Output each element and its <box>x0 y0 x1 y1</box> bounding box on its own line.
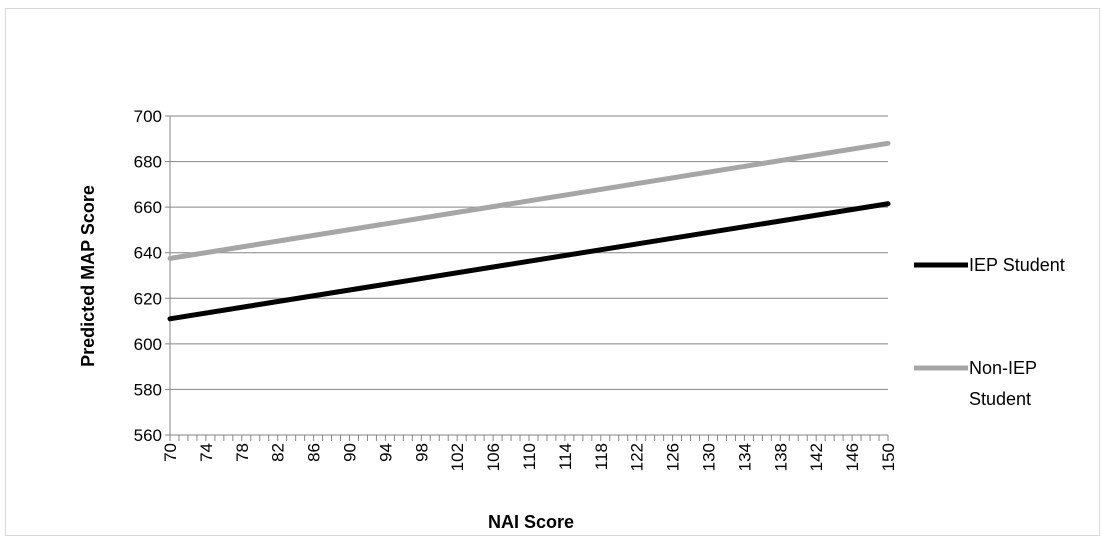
x-tick-label-82: 82 <box>269 443 288 462</box>
legend-label-non-iep-line1: Non-IEP <box>969 358 1037 378</box>
chart-frame <box>5 8 1100 536</box>
x-tick-label-126: 126 <box>664 443 683 471</box>
y-tick-label-660: 660 <box>134 198 162 217</box>
y-tick-label-700: 700 <box>134 107 162 126</box>
y-tick-label-580: 580 <box>134 380 162 399</box>
x-tick-labels: 70 74 78 82 86 90 94 98 102 106 110 114 118 122 126 130… <box>161 443 898 471</box>
series-line-non-iep-student <box>167 140 891 261</box>
x-tick-label-122: 122 <box>628 443 647 471</box>
x-tick-label-86: 86 <box>305 443 324 462</box>
legend: IEP Student Non-IEP Student <box>914 255 1065 409</box>
legend-label-non-iep-line2: Student <box>969 389 1031 409</box>
x-tick-label-146: 146 <box>843 443 862 471</box>
y-tick-label-620: 620 <box>134 289 162 308</box>
series-line-iep-student <box>167 201 891 322</box>
x-tick-label-74: 74 <box>197 443 216 462</box>
legend-label-iep: IEP Student <box>969 255 1065 275</box>
x-tick-label-106: 106 <box>484 443 503 471</box>
x-tick-label-90: 90 <box>341 443 360 462</box>
x-tick-label-98: 98 <box>412 443 431 462</box>
x-tick-label-78: 78 <box>233 443 252 462</box>
gridlines <box>170 115 888 390</box>
x-axis-title: NAI Score <box>488 512 574 532</box>
x-tick-label-70: 70 <box>161 443 180 462</box>
x-tick-label-114: 114 <box>556 443 575 470</box>
x-tick-label-138: 138 <box>771 443 790 471</box>
x-tick-label-102: 102 <box>448 443 467 471</box>
axes <box>165 115 889 441</box>
y-tick-label-640: 640 <box>134 244 162 263</box>
y-axis-title: Predicted MAP Score <box>78 185 98 367</box>
y-tick-label-560: 560 <box>134 426 162 445</box>
x-tick-label-110: 110 <box>520 443 539 470</box>
y-tick-label-680: 680 <box>134 153 162 172</box>
x-tick-label-94: 94 <box>376 443 395 462</box>
x-tick-label-130: 130 <box>700 443 719 471</box>
x-tick-label-118: 118 <box>592 443 611 470</box>
series-lines <box>167 140 891 322</box>
x-tick-label-150: 150 <box>879 443 898 471</box>
x-tick-label-142: 142 <box>807 443 826 471</box>
y-tick-labels: 560 580 600 620 640 660 680 700 <box>134 107 162 445</box>
y-tick-label-600: 600 <box>134 335 162 354</box>
x-tick-label-134: 134 <box>735 443 754 471</box>
